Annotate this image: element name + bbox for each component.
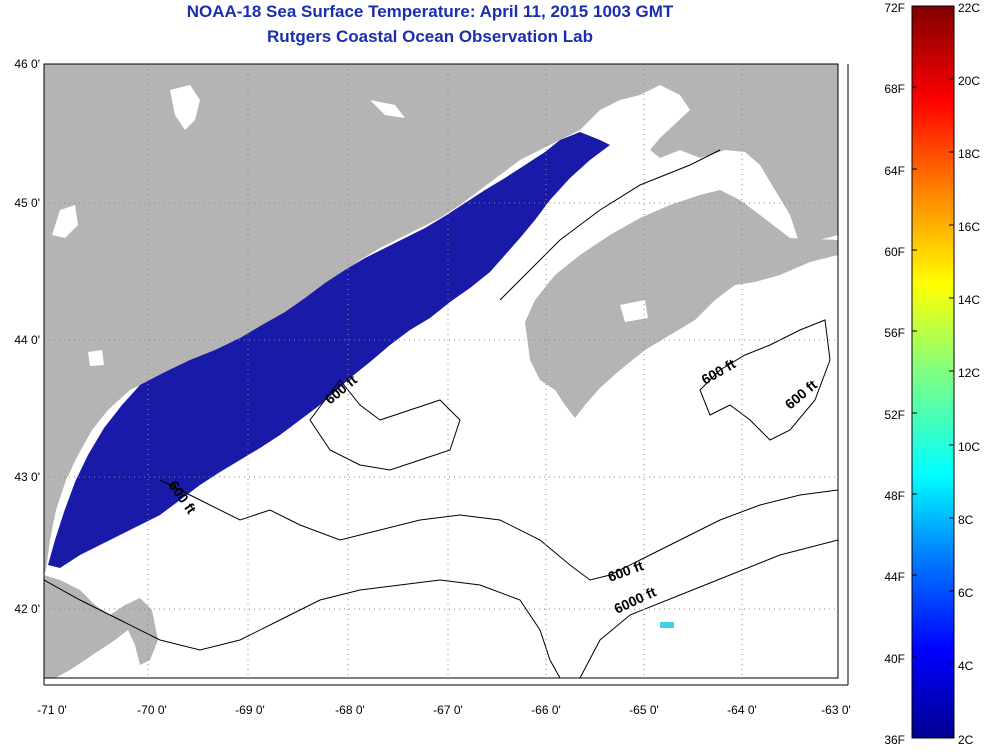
colorbar-c-label: 14C <box>958 293 980 307</box>
sst-warm-patch <box>660 622 674 628</box>
colorbar-f-label: 64F <box>884 164 905 178</box>
colorbar: 72F 68F 64F 60F 56F 52F 48F 44F 40F 36F … <box>884 1 980 747</box>
lon-tick-label: -69 0' <box>235 703 265 717</box>
colorbar-gradient <box>911 5 955 739</box>
colorbar-f-label: 44F <box>884 570 905 584</box>
colorbar-c-label: 20C <box>958 74 980 88</box>
colorbar-f-label: 52F <box>884 408 905 422</box>
frame-ticks <box>43 64 849 686</box>
lon-tick-label: -70 0' <box>137 703 167 717</box>
lat-tick-label: 43 0' <box>14 470 40 484</box>
lon-tick-label: -63 0' <box>821 703 851 717</box>
colorbar-f-label: 56F <box>884 326 905 340</box>
sst-cold-water <box>48 132 610 568</box>
colorbar-c-label: 18C <box>958 147 980 161</box>
map-subtitle: Rutgers Coastal Ocean Observation Lab <box>267 27 593 46</box>
land-nova-scotia <box>525 190 838 418</box>
colorbar-f-label: 72F <box>884 1 905 15</box>
map-title: NOAA-18 Sea Surface Temperature: April 1… <box>186 2 674 21</box>
colorbar-c-label: 8C <box>958 513 974 527</box>
lon-tick-label: -64 0' <box>727 703 757 717</box>
colorbar-c-label: 6C <box>958 586 974 600</box>
latitude-labels: 46 0' 45 0' 44 0' 43 0' 42 0' <box>14 57 40 616</box>
colorbar-c-label: 10C <box>958 440 980 454</box>
lat-tick-label: 42 0' <box>14 602 40 616</box>
lon-tick-label: -65 0' <box>629 703 659 717</box>
colorbar-c-label: 12C <box>958 366 980 380</box>
land-cape-cod <box>44 575 158 678</box>
lon-tick-label: -68 0' <box>335 703 365 717</box>
lon-tick-label: -71 0' <box>37 703 67 717</box>
colorbar-f-label: 60F <box>884 245 905 259</box>
lat-tick-label: 45 0' <box>14 196 40 210</box>
lake <box>88 350 104 366</box>
colorbar-c-label: 4C <box>958 659 974 673</box>
lat-tick-label: 46 0' <box>14 57 40 71</box>
lon-tick-label: -66 0' <box>531 703 561 717</box>
longitude-labels: -71 0' -70 0' -69 0' -68 0' -67 0' -66 0… <box>37 703 851 717</box>
lat-tick-label: 44 0' <box>14 333 40 347</box>
colorbar-f-label: 40F <box>884 652 905 666</box>
lake <box>52 205 78 238</box>
colorbar-f-label: 68F <box>884 82 905 96</box>
lake <box>620 300 648 322</box>
colorbar-f-label: 48F <box>884 489 905 503</box>
lon-tick-label: -67 0' <box>433 703 463 717</box>
colorbar-fahrenheit-labels: 72F 68F 64F 60F 56F 52F 48F 44F 40F 36F <box>884 1 905 747</box>
lake <box>170 85 200 130</box>
lake <box>370 100 405 118</box>
land-mainland <box>44 64 838 575</box>
colorbar-c-label: 22C <box>958 1 980 15</box>
colorbar-c-label: 16C <box>958 220 980 234</box>
colorbar-f-label: 36F <box>884 733 905 747</box>
bathymetry-contours <box>44 149 838 678</box>
colorbar-celsius-labels: 22C 20C 18C 16C 14C 12C 10C 8C 6C 4C 2C <box>958 1 980 747</box>
colorbar-c-label: 2C <box>958 733 974 747</box>
